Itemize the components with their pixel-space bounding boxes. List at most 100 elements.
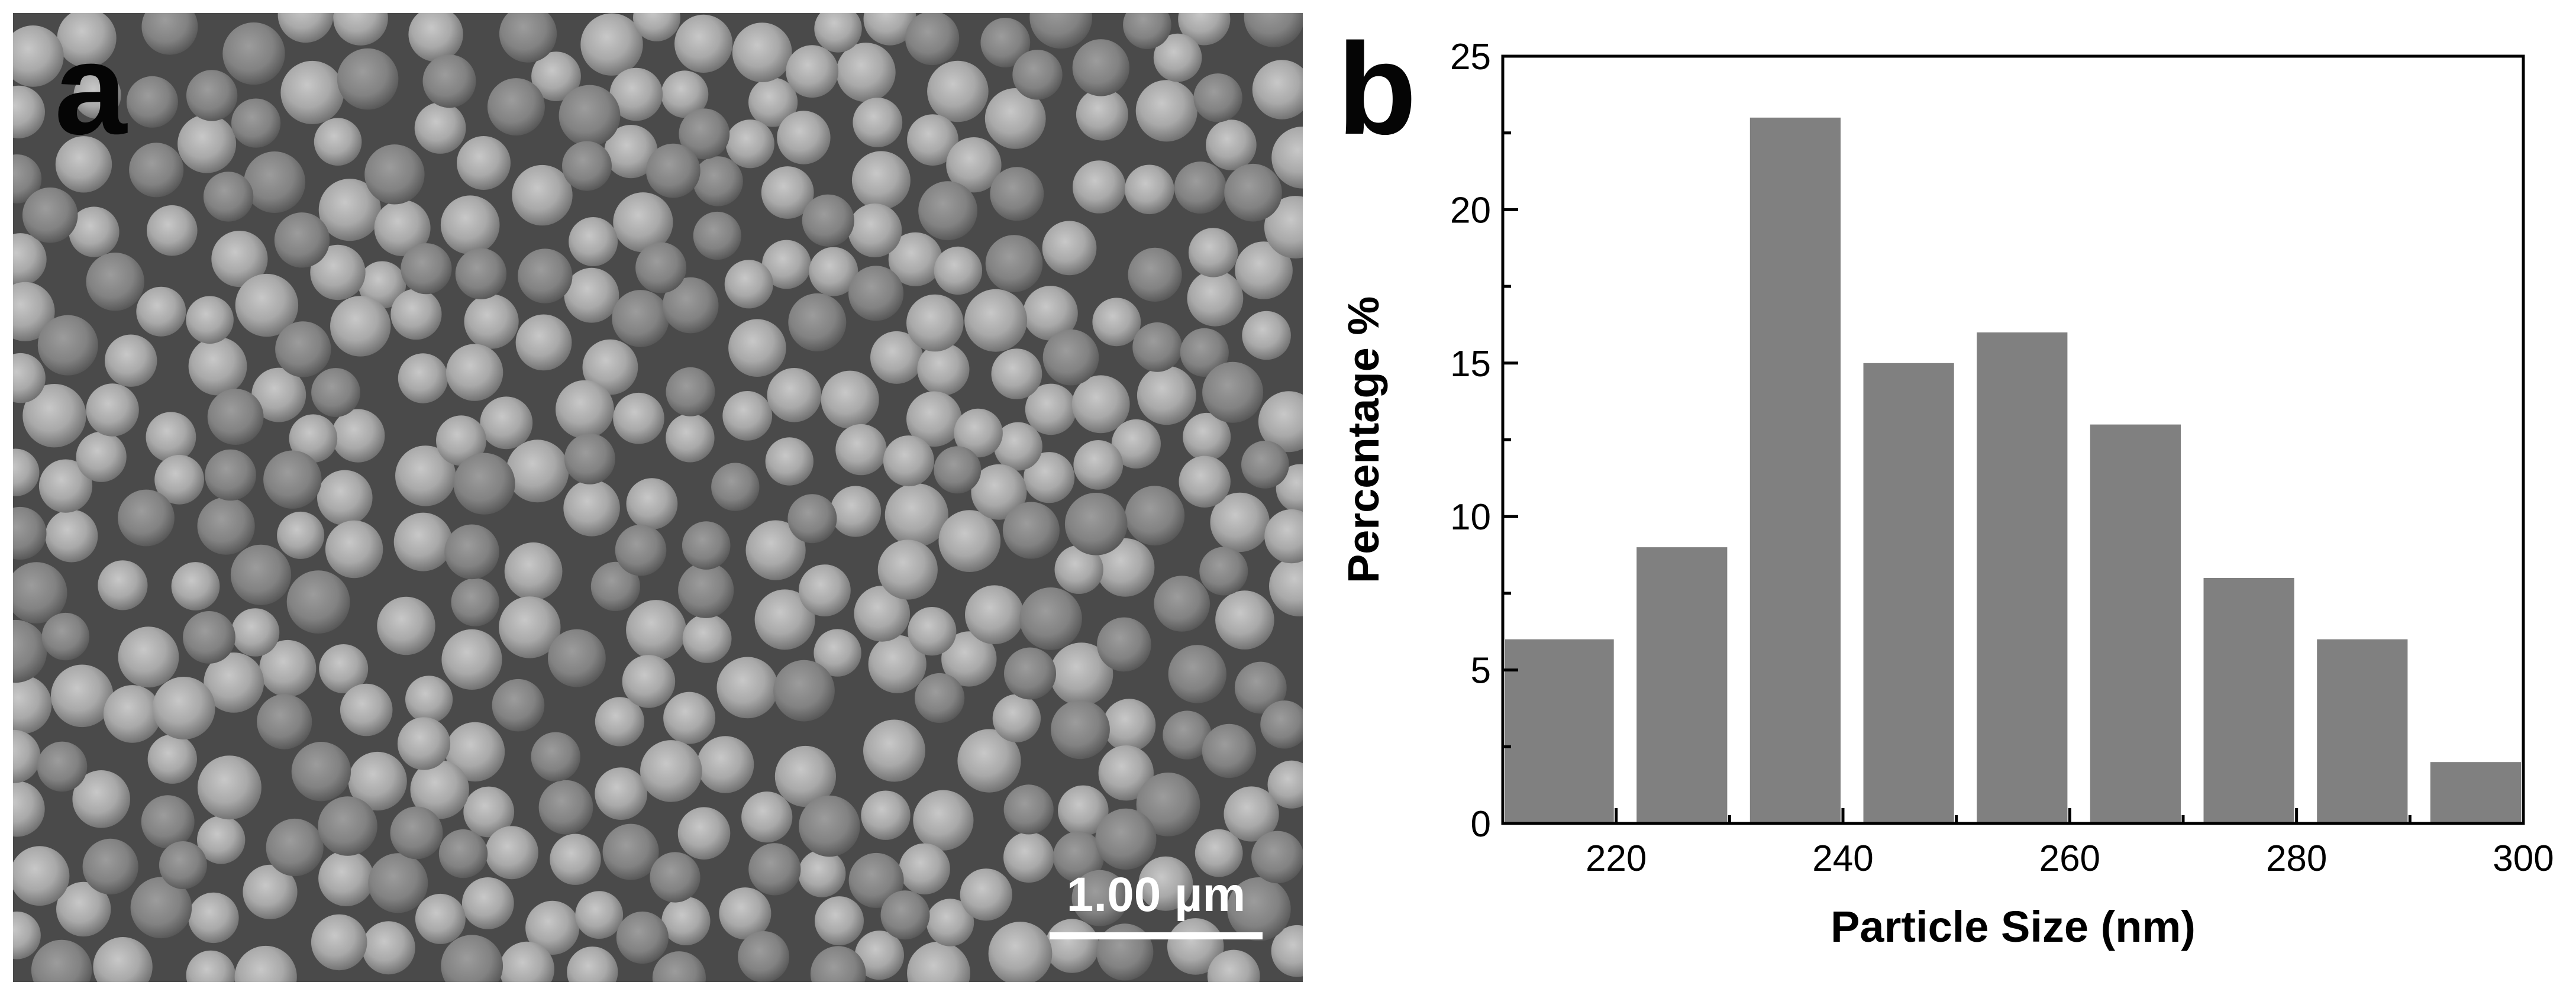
sphere-particle <box>880 890 930 940</box>
sphere-particle <box>57 13 117 68</box>
sphere-particle <box>410 760 469 819</box>
sphere-particle <box>883 435 934 487</box>
sphere-particle <box>13 448 40 496</box>
sphere-particle <box>377 596 435 655</box>
sphere-particle <box>453 453 515 515</box>
sphere-particle <box>1092 298 1141 347</box>
sphere-particle <box>499 13 557 63</box>
sphere-particle <box>1111 419 1161 469</box>
sphere-particle <box>907 114 958 166</box>
sphere-particle <box>499 941 554 982</box>
sphere-particle <box>506 440 569 503</box>
sphere-particle <box>186 950 235 982</box>
sphere-particle <box>679 108 730 160</box>
sphere-particle <box>1234 661 1287 714</box>
sphere-particle <box>1003 832 1054 883</box>
sphere-particle <box>13 154 42 203</box>
sphere-particle <box>37 315 98 376</box>
sphere-particle <box>798 849 846 897</box>
sphere-particle <box>1224 163 1282 222</box>
sphere-particle <box>908 607 957 656</box>
sphere-particle <box>171 562 220 610</box>
sphere-particle <box>965 585 1024 644</box>
sphere-particle <box>905 13 960 66</box>
sphere-particle <box>836 43 896 102</box>
x-tick-label: 240 <box>1812 838 1873 879</box>
sphere-particle <box>45 509 98 563</box>
sphere-particle <box>257 694 312 750</box>
sphere-particle <box>927 60 989 122</box>
sphere-particle <box>926 899 974 946</box>
sphere-particle <box>152 677 215 739</box>
sphere-particle <box>802 194 854 247</box>
sphere-particle <box>485 826 538 880</box>
sphere-particle <box>640 740 702 802</box>
sphere-particle <box>564 433 615 484</box>
sphere-particle <box>311 368 360 417</box>
sphere-particle <box>1102 699 1156 752</box>
histogram-bar <box>1977 332 2068 823</box>
sphere-particle <box>810 946 866 982</box>
histogram-bar <box>1749 117 1841 823</box>
sphere-particle <box>984 88 1046 149</box>
sphere-particle <box>773 660 835 722</box>
sphere-particle <box>1137 366 1196 425</box>
sphere-particle <box>415 893 466 944</box>
sphere-particle <box>562 141 612 191</box>
sphere-particle <box>602 823 659 880</box>
sphere-particle <box>422 54 476 108</box>
sphere-particle <box>464 294 519 349</box>
sphere-particle <box>595 697 644 747</box>
sphere-particle <box>405 676 453 723</box>
sphere-particle <box>1258 391 1303 453</box>
sphere-particle <box>204 652 264 713</box>
sphere-particle <box>234 945 297 982</box>
sphere-particle <box>1244 13 1303 47</box>
sphere-particle <box>118 489 175 547</box>
sphere-particle <box>678 562 734 618</box>
sphere-particle <box>251 367 306 422</box>
sphere-particle <box>1076 88 1128 141</box>
sphere-particle <box>1168 645 1226 703</box>
sphere-particle <box>661 896 711 945</box>
sphere-particle <box>992 694 1041 742</box>
sphere-particle <box>86 383 139 437</box>
histogram-bar <box>2430 762 2521 823</box>
sphere-particle <box>518 248 573 303</box>
sphere-particle <box>1051 700 1110 760</box>
sphere-particle <box>318 796 377 856</box>
sphere-particle <box>325 520 383 579</box>
sphere-particle <box>650 852 701 903</box>
sphere-particle <box>129 143 184 198</box>
sphere-particle <box>615 524 667 576</box>
sphere-particle <box>105 334 157 387</box>
sphere-particle <box>408 13 463 62</box>
sphere-particle <box>661 70 709 118</box>
sphere-particle <box>626 478 678 529</box>
sphere-particle <box>13 675 52 734</box>
sphere-particle <box>1252 60 1303 119</box>
sphere-particle <box>440 195 500 255</box>
sphere-particle <box>1251 831 1303 884</box>
sphere-particle <box>1012 50 1063 100</box>
sphere-particle <box>76 431 127 482</box>
sphere-particle <box>531 732 580 782</box>
sphere-particle <box>1071 870 1128 926</box>
sphere-particle <box>941 631 997 687</box>
sphere-particle <box>1023 286 1078 341</box>
sphere-particle <box>635 242 687 293</box>
sphere-particle <box>31 939 92 982</box>
sphere-particle <box>622 655 676 708</box>
sphere-particle <box>609 67 663 121</box>
sphere-particle <box>696 736 754 793</box>
y-tick-label: 15 <box>1450 344 1491 385</box>
sphere-particle <box>728 319 786 377</box>
sphere-particle <box>1042 329 1099 386</box>
sphere-particle <box>1095 808 1157 870</box>
sphere-particle <box>724 260 773 309</box>
sphere-particle <box>159 841 207 889</box>
sphere-particle <box>398 353 448 403</box>
sphere-particle <box>762 240 811 289</box>
sphere-particle <box>1241 441 1289 489</box>
sphere-particle <box>188 337 247 396</box>
